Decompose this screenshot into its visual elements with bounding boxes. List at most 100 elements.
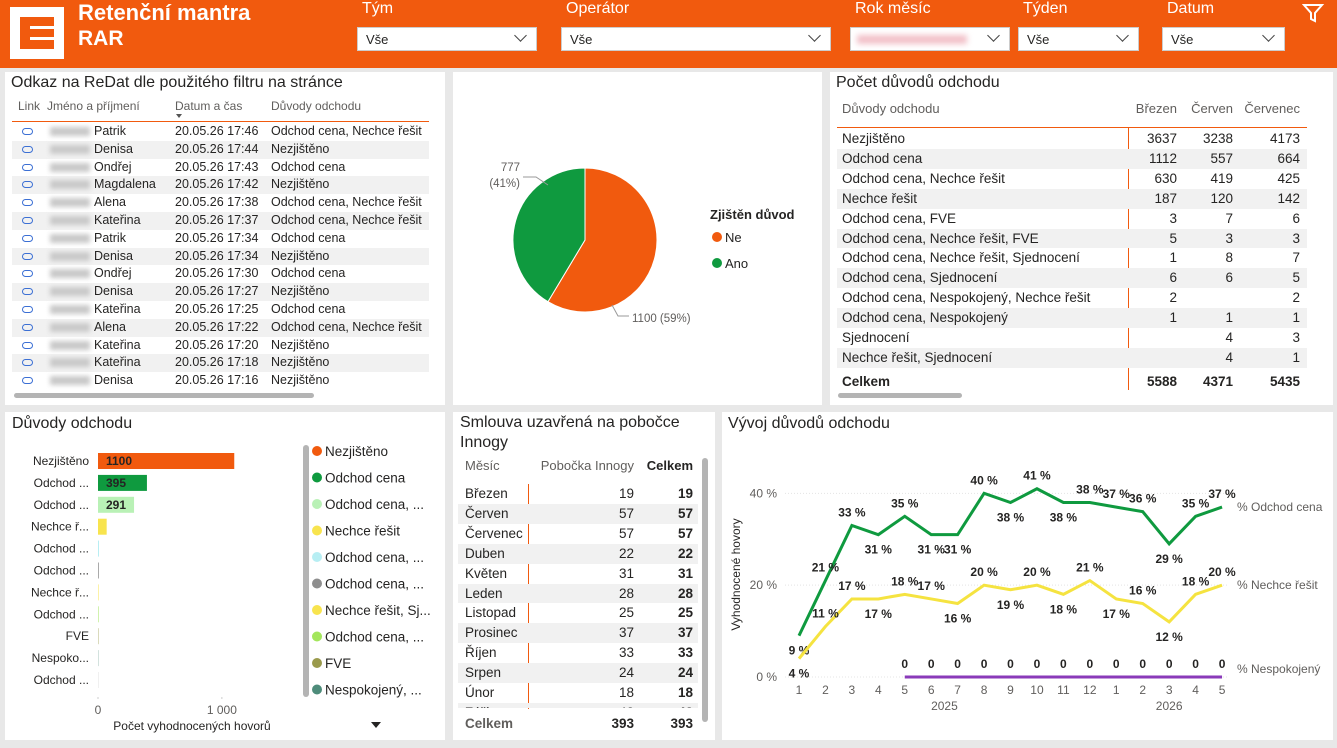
reason-cell: Nezjištěno: [271, 177, 330, 192]
data-label: 0: [954, 657, 961, 671]
count-cell: 24: [677, 665, 693, 681]
reason-cell: Sjednocení: [842, 330, 910, 345]
link-icon[interactable]: [22, 377, 33, 385]
link-icon[interactable]: [22, 199, 33, 207]
legend-swatch: [712, 232, 722, 242]
link-icon[interactable]: [22, 163, 33, 171]
y-tick-label: Odchod ...: [34, 564, 89, 578]
filter-dropdown[interactable]: Vše: [1162, 27, 1285, 51]
data-label: 17 %: [865, 607, 893, 621]
pie-slice: [547, 167, 658, 313]
data-label: 18 %: [891, 574, 919, 588]
panel-title: Odkaz na ReDat dle použitého filtru na s…: [11, 74, 343, 91]
link-icon[interactable]: [22, 234, 33, 242]
bar: [98, 562, 99, 579]
link-icon[interactable]: [22, 145, 33, 153]
x-tick-label: 4: [1192, 683, 1199, 697]
data-label: 1100: [106, 454, 132, 468]
data-label: 37 %: [1103, 487, 1131, 501]
data-label: 29 %: [1155, 552, 1183, 566]
link-icon[interactable]: [22, 252, 33, 260]
link-icon[interactable]: [22, 128, 33, 135]
bar: [98, 453, 235, 469]
count-cell: 3: [1169, 210, 1177, 226]
datetime-cell: 20.05.26 17:18: [175, 355, 259, 370]
data-label: 31 %: [865, 543, 893, 557]
count-cell: 1: [1225, 310, 1233, 326]
data-label: 35 %: [891, 496, 919, 510]
column-header: Červenec: [1244, 101, 1300, 116]
reason-cell: Odchod cena: [271, 230, 346, 245]
link-icon[interactable]: [22, 288, 33, 296]
count-cell: 7: [1225, 210, 1233, 226]
count-cell: 3637: [1146, 131, 1177, 146]
datetime-cell: 20.05.26 17:43: [175, 159, 259, 174]
filter-icon[interactable]: [1302, 2, 1326, 24]
name-blurred: [50, 216, 90, 225]
row-stripe: [458, 583, 698, 604]
data-label: 18 %: [1182, 574, 1210, 588]
name-blurred: [50, 358, 90, 368]
count-cell: 6: [1292, 210, 1300, 226]
x-tick-label: 10: [1030, 683, 1044, 697]
filter-dropdown[interactable]: Vše: [1018, 27, 1139, 51]
data-label: 38 %: [1076, 483, 1104, 497]
reason-cell: Odchod cena, Nechce řešit, FVE: [842, 230, 1039, 246]
link-icon[interactable]: [22, 323, 33, 331]
data-label: 0: [1192, 657, 1199, 671]
reason-cell: Odchod cena, Nechce řešit, Sjednocení: [842, 250, 1080, 266]
row-stripe: [837, 268, 1307, 289]
name-cell: Ondřej: [94, 159, 132, 174]
logo: [10, 7, 64, 59]
column-header: Měsíc: [465, 458, 500, 473]
name-blurred: [50, 162, 90, 172]
dropdown-arrow: [987, 29, 1000, 42]
link-icon[interactable]: [22, 217, 33, 224]
reason-cell: Nezjištěno: [271, 248, 330, 263]
month-cell: Únor: [465, 685, 495, 700]
name-blurred: [50, 322, 90, 332]
link-icon[interactable]: [22, 359, 33, 367]
filter-dropdown[interactable]: Vše: [357, 27, 537, 51]
link-icon[interactable]: [22, 181, 33, 189]
link-icon[interactable]: [22, 306, 33, 313]
name-blurred: [50, 251, 90, 261]
scrollbar: [702, 458, 708, 722]
column-header: Datum a čas: [175, 99, 243, 113]
count-cell: 142: [1277, 190, 1300, 206]
link-icon[interactable]: [22, 270, 33, 278]
x-tick-label: 4: [875, 683, 882, 697]
count-cell: 419: [1210, 170, 1233, 186]
filter-dropdown[interactable]: Vše: [561, 27, 831, 51]
count-cell: 120: [1210, 190, 1233, 206]
line-panel: [722, 412, 1333, 740]
link-icon[interactable]: [22, 341, 33, 349]
name-cell: Patrik: [94, 230, 126, 245]
name-cell: Alena: [94, 319, 126, 334]
filter-label: Operátor: [566, 0, 630, 17]
data-label: 31 %: [918, 543, 946, 557]
x-tick-label: 2: [822, 683, 829, 697]
y-tick-label: Odchod ...: [34, 476, 89, 490]
name-blurred: [50, 269, 90, 279]
data-label: 33 %: [838, 505, 866, 519]
sort-arrow: [176, 114, 182, 118]
data-label: 0: [1034, 657, 1041, 671]
month-cell: Červen: [465, 505, 509, 521]
row-stripe: [458, 702, 698, 708]
x-tick-label: 11: [1057, 683, 1070, 697]
y-tick-label: Odchod ...: [34, 542, 89, 556]
name-blurred: [50, 198, 90, 208]
row-stripe: [12, 140, 429, 159]
filter-dropdown[interactable]: [850, 27, 1010, 51]
x-tick-label: 6: [928, 683, 935, 697]
data-label: 395: [106, 476, 126, 490]
x-tick-label: 9: [1007, 683, 1014, 697]
reason-cell: Odchod cena, Nespokojený, Nechce řešit: [842, 290, 1091, 306]
legend-label: Odchod cena, ...: [325, 497, 424, 512]
name-cell: Denisa: [94, 141, 133, 156]
data-label: 35 %: [1182, 496, 1210, 510]
leader-line: [611, 304, 629, 317]
bar: [98, 518, 107, 535]
